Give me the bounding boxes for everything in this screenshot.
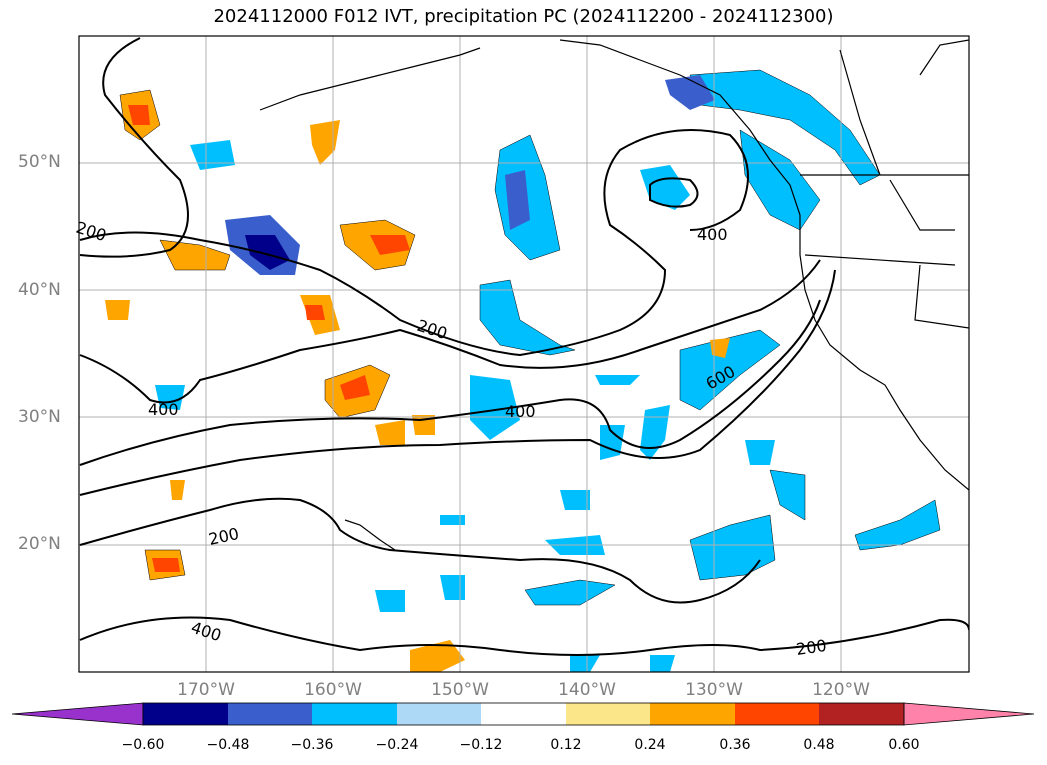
contour-label: 400: [697, 225, 728, 244]
colorbar: [11, 702, 1035, 726]
negative-pc-regions: [155, 69, 941, 672]
grid-lines: [79, 36, 969, 672]
lon-label: 120°W: [812, 680, 870, 700]
colorbar-extend-left: [11, 702, 144, 726]
lat-label: 30°N: [18, 407, 61, 427]
colorbar-tick-label: 0.36: [719, 737, 751, 753]
coastlines: [259, 39, 969, 551]
lon-label: 160°W: [304, 680, 362, 700]
colorbar-tick-label: 0.60: [888, 737, 920, 753]
ivt-contours: [79, 37, 969, 656]
lon-label: 170°W: [177, 680, 235, 700]
chart-title: 2024112000 F012 IVT, precipitation PC (2…: [213, 6, 834, 27]
colorbar-tick-label: −0.60: [121, 737, 165, 753]
colorbar-tick-label: −0.48: [206, 737, 250, 753]
plot-frame: [78, 35, 970, 673]
lon-label: 150°W: [431, 680, 489, 700]
lon-label: 130°W: [685, 680, 743, 700]
positive-pc-regions: [105, 89, 730, 672]
colorbar-tick-label: 0.48: [803, 737, 835, 753]
lat-label: 40°N: [18, 280, 61, 300]
lon-label: 140°W: [558, 680, 616, 700]
contour-label: 200: [795, 636, 828, 659]
colorbar-extend-right: [903, 702, 1035, 726]
contour-label: 400: [505, 402, 536, 421]
contour-label: 400: [148, 400, 179, 419]
colorbar-tick-label: −0.12: [459, 737, 503, 753]
lat-label: 50°N: [18, 152, 61, 172]
colorbar-tick-label: 0.24: [634, 737, 666, 753]
colorbar-tick-label: −0.24: [375, 737, 419, 753]
colorbar-tick-label: −0.36: [290, 737, 334, 753]
colorbar-tick-label: 0.12: [550, 737, 582, 753]
lat-label: 20°N: [18, 534, 61, 554]
